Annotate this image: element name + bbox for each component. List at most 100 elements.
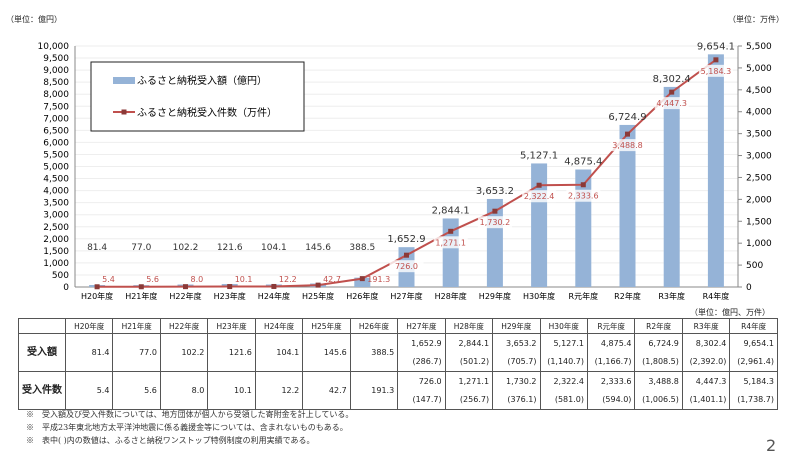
- cell-onestop-value: (2,392.0): [689, 356, 727, 366]
- left-axis-unit: （単位：億円）: [6, 15, 62, 24]
- line-value-label: 1,271.1: [435, 238, 466, 247]
- corner-cell: [18, 318, 66, 334]
- column-header: R4年度: [729, 318, 778, 334]
- column-header: H23年度: [207, 318, 256, 334]
- line-value-label: 5,184.3: [701, 67, 732, 76]
- table-cell: 8.0: [159, 371, 209, 410]
- left-tick-label: 3,500: [43, 199, 69, 209]
- right-axis-unit: （単位：万件）: [728, 15, 784, 24]
- cell-value: 3,653.2: [505, 338, 537, 348]
- table-cell: 81.4: [64, 333, 114, 372]
- left-tick-label: 1,000: [43, 259, 69, 269]
- line-value-label: 3,488.8: [612, 141, 643, 150]
- table-cell: 5,127.1 (1,140.7): [539, 333, 588, 372]
- footnotes: ※ 受入額及び受入件数については、地方団体が個人から受領した寄附金を計上している…: [26, 408, 353, 447]
- table-cell: 42.7: [302, 371, 351, 410]
- table-row: 受入件数 5.4 5.6 8.0 10.1 12.2 42.7 191.3 726.0 (147.…: [18, 371, 778, 410]
- table-cell: 726.0 (147.7): [397, 371, 446, 410]
- line-value-label: 42.7: [323, 275, 341, 284]
- cell-onestop-value: (1,140.7): [547, 356, 584, 366]
- column-header: H28年度: [444, 318, 494, 334]
- bar-value-label: 3,653.2: [476, 186, 514, 197]
- table-cell: 3,488.8 (1,006.5): [634, 371, 683, 410]
- cell-onestop-value: (581.0): [554, 394, 584, 404]
- row-header: 受入件数: [18, 371, 66, 410]
- table-cell: 2,333.6 (594.0): [586, 371, 636, 410]
- table-unit: （単位：億円、万件）: [690, 308, 770, 317]
- line-value-label: 4,447.3: [656, 99, 687, 108]
- cell-value: 5.6: [144, 386, 157, 395]
- cell-value: 1,271.1: [458, 376, 490, 386]
- left-tick-label: 10,000: [38, 42, 70, 52]
- cell-value: 102.2: [181, 348, 205, 357]
- line-value-label: 191.3: [367, 275, 390, 284]
- cell-onestop-value: (2,961.4): [737, 356, 774, 366]
- column-header: H24年度: [254, 318, 304, 334]
- column-header: R3年度: [681, 318, 731, 334]
- left-tick-label: 8,500: [43, 78, 69, 88]
- line-value-label: 5.6: [146, 275, 159, 284]
- column-header: H22年度: [159, 318, 209, 334]
- left-tick-label: 0: [63, 283, 69, 293]
- bar-value-label: 6,724.9: [608, 112, 646, 123]
- cell-value: 3,488.8: [648, 376, 679, 386]
- line-label-bg: [477, 216, 512, 229]
- bar-value-label: 4,875.4: [564, 157, 602, 168]
- line-value-label: 726.0: [395, 262, 418, 271]
- cell-onestop-value: (1,401.1): [689, 394, 727, 404]
- right-tick-label: 3,500: [746, 130, 772, 140]
- cell-value: 2,333.6: [600, 376, 632, 386]
- cell-value: 9,654.1: [743, 338, 774, 348]
- left-tick-label: 2,000: [43, 235, 69, 245]
- table-cell: 5,184.3 (1,738.7): [729, 371, 778, 410]
- table-cell: 6,724.9 (1,808.5): [634, 333, 683, 372]
- cell-onestop-value: (705.7): [507, 356, 537, 366]
- line-marker: [359, 276, 365, 282]
- right-tick-label: 2,500: [746, 173, 772, 183]
- cell-value: 4,447.3: [695, 376, 727, 386]
- left-tick-label: 500: [52, 271, 69, 281]
- bar-value-label: 145.6: [305, 243, 331, 253]
- line-value-label: 2,322.4: [524, 192, 555, 201]
- left-tick-label: 7,000: [43, 114, 69, 124]
- line-value-label: 1,730.2: [480, 218, 511, 227]
- line-marker: [448, 228, 454, 234]
- cell-value: 77.0: [139, 348, 157, 357]
- bar-value-label: 121.6: [217, 243, 243, 253]
- column-header: R元年度: [586, 318, 636, 334]
- line-marker: [404, 252, 409, 258]
- bar-value-label: 9,654.1: [697, 41, 735, 52]
- line-label-bg: [566, 189, 601, 202]
- right-tick-label: 500: [746, 261, 763, 271]
- line-marker: [713, 57, 719, 63]
- bar-value-label: 8,302.4: [653, 74, 691, 85]
- table-cell: 1,271.1 (256.7): [444, 371, 494, 410]
- line-value-label: 5.4: [102, 275, 115, 284]
- right-tick-label: 1,500: [746, 217, 772, 227]
- line-value-label: 10.1: [235, 275, 253, 284]
- bar: [354, 277, 371, 287]
- legend-bar-label: ふるさと納税受入額（億円）: [137, 74, 267, 87]
- table-cell: 1,730.2 (376.1): [492, 371, 541, 410]
- category-label: H24年度: [258, 291, 290, 301]
- table-cell: 388.5: [349, 333, 399, 372]
- category-label: R3年度: [658, 291, 685, 301]
- line-marker: [625, 131, 630, 137]
- cell-value: 104.1: [276, 348, 300, 357]
- right-tick-label: 5,000: [746, 64, 772, 74]
- right-tick-label: 4,500: [746, 86, 772, 96]
- left-tick-label: 1,500: [43, 247, 69, 257]
- left-tick-label: 6,000: [43, 138, 69, 148]
- legend-bar-swatch: [113, 77, 135, 84]
- cell-value: 12.2: [281, 386, 300, 395]
- bar: [707, 54, 724, 288]
- cell-onestop-value: (594.0): [602, 394, 632, 404]
- cell-value: 2,322.4: [553, 376, 584, 386]
- line-label-bg: [522, 190, 557, 203]
- cell-onestop-value: (147.7): [412, 394, 442, 404]
- left-tick-label: 3,000: [43, 211, 69, 221]
- footnote: ※ 平成23年東北地方太平洋沖地震に係る義援金等については、含まれないものもある…: [26, 423, 348, 432]
- category-label: H30年度: [523, 291, 555, 301]
- bar-value-label: 102.2: [173, 243, 199, 253]
- table-cell: 4,447.3 (1,401.1): [681, 371, 731, 410]
